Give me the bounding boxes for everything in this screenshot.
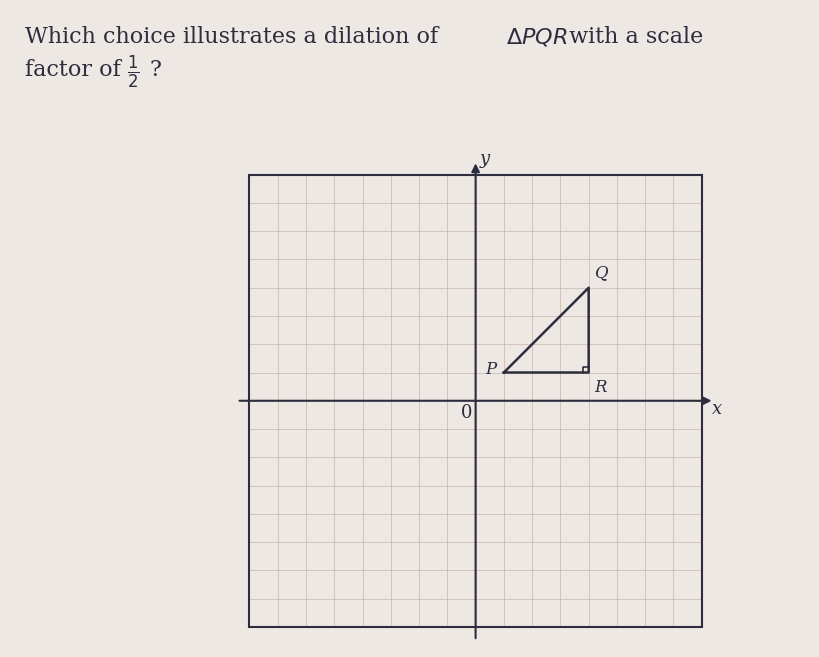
Text: $\it{\Delta}$$\it{PQR}$: $\it{\Delta}$$\it{PQR}$ (505, 26, 567, 48)
Text: factor of: factor of (25, 59, 127, 81)
Text: R: R (594, 378, 606, 396)
Text: Q: Q (594, 265, 608, 281)
Text: x: x (712, 400, 722, 419)
Text: 0: 0 (460, 405, 472, 422)
Text: ?: ? (149, 59, 161, 81)
Text: P: P (484, 361, 495, 378)
Text: Which choice illustrates a dilation of: Which choice illustrates a dilation of (25, 26, 445, 48)
Text: with a scale: with a scale (561, 26, 702, 48)
Text: y: y (479, 150, 489, 168)
Text: $\frac{1}{2}$: $\frac{1}{2}$ (127, 54, 139, 91)
